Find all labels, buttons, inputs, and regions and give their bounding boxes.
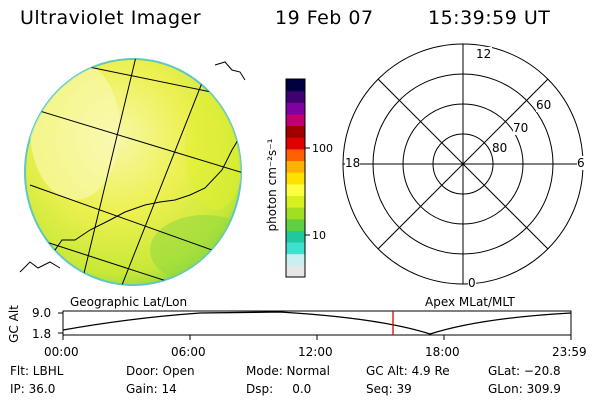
orbit-x-tick: 06:00 (171, 345, 206, 359)
status-seq: Seq: 39 (366, 382, 412, 396)
colorbar-swatch (286, 265, 305, 278)
orbit-x-tick: 12:00 (298, 345, 333, 359)
colorbar-swatch (286, 183, 305, 196)
orbit-y-axis-label: GC Alt (7, 305, 21, 343)
colorbar-tick-100: 100 (312, 142, 333, 155)
polar-plot (342, 43, 584, 285)
orbit-altitude-plot (58, 310, 572, 340)
polar-label-18: 18 (345, 156, 361, 170)
colorbar-swatch (286, 125, 305, 138)
polar-label-0: 0 (468, 276, 476, 290)
colorbar-tick-10: 10 (312, 229, 326, 242)
colorbar-swatch (286, 113, 305, 127)
colorbar-swatch (286, 230, 305, 243)
status-dsp: Dsp: 0.0 (246, 382, 312, 396)
polar-ring-80: 80 (492, 141, 508, 155)
instrument-title: Ultraviolet Imager (20, 7, 202, 29)
orbit-y-bottom: 1.8 (32, 327, 52, 341)
colorbar-swatch (286, 79, 305, 92)
colorbar-swatch (286, 172, 305, 185)
right-panel-caption: Apex MLat/MLT (425, 295, 515, 309)
observation-date: 19 Feb 07 (275, 7, 374, 29)
status-gc-alt: GC Alt: 4.9 Re (366, 364, 450, 378)
orbit-x-tick: 23:59 (552, 345, 587, 359)
colorbar-swatch (286, 242, 305, 255)
left-panel-caption: Geographic Lat/Lon (70, 295, 188, 309)
status-ip: IP: 36.0 (10, 382, 56, 396)
colorbar-swatch (286, 90, 305, 103)
status-gain: Gain: 14 (126, 382, 177, 396)
polar-ring-60: 60 (536, 98, 552, 112)
colorbar-swatch (286, 195, 305, 208)
orbit-y-top: 9.0 (32, 306, 52, 320)
orbit-x-tick: 00:00 (44, 345, 79, 359)
status-glat: GLat: −20.8 (488, 364, 561, 378)
observation-time: 15:39:59 UT (428, 7, 551, 29)
polar-label-6: 6 (577, 156, 585, 170)
status-glon: GLon: 309.9 (488, 382, 561, 396)
colorbar (285, 78, 310, 278)
colorbar-swatch (286, 102, 305, 115)
colorbar-swatch (286, 160, 305, 173)
status-door: Door: Open (126, 364, 195, 378)
earth-disk-image (19, 58, 246, 286)
colorbar-swatch (286, 218, 305, 231)
colorbar-swatch (286, 148, 305, 162)
colorbar-unit-label: photon cm⁻²s⁻¹ (265, 138, 279, 232)
status-mode: Mode: Normal (246, 364, 330, 378)
polar-label-12: 12 (475, 47, 493, 61)
status-filter: Flt: LBHL (10, 364, 64, 378)
polar-ring-70: 70 (513, 121, 529, 135)
colorbar-swatch (286, 137, 305, 150)
colorbar-swatch (286, 253, 305, 266)
colorbar-swatch (286, 207, 305, 220)
orbit-x-tick: 18:00 (425, 345, 460, 359)
